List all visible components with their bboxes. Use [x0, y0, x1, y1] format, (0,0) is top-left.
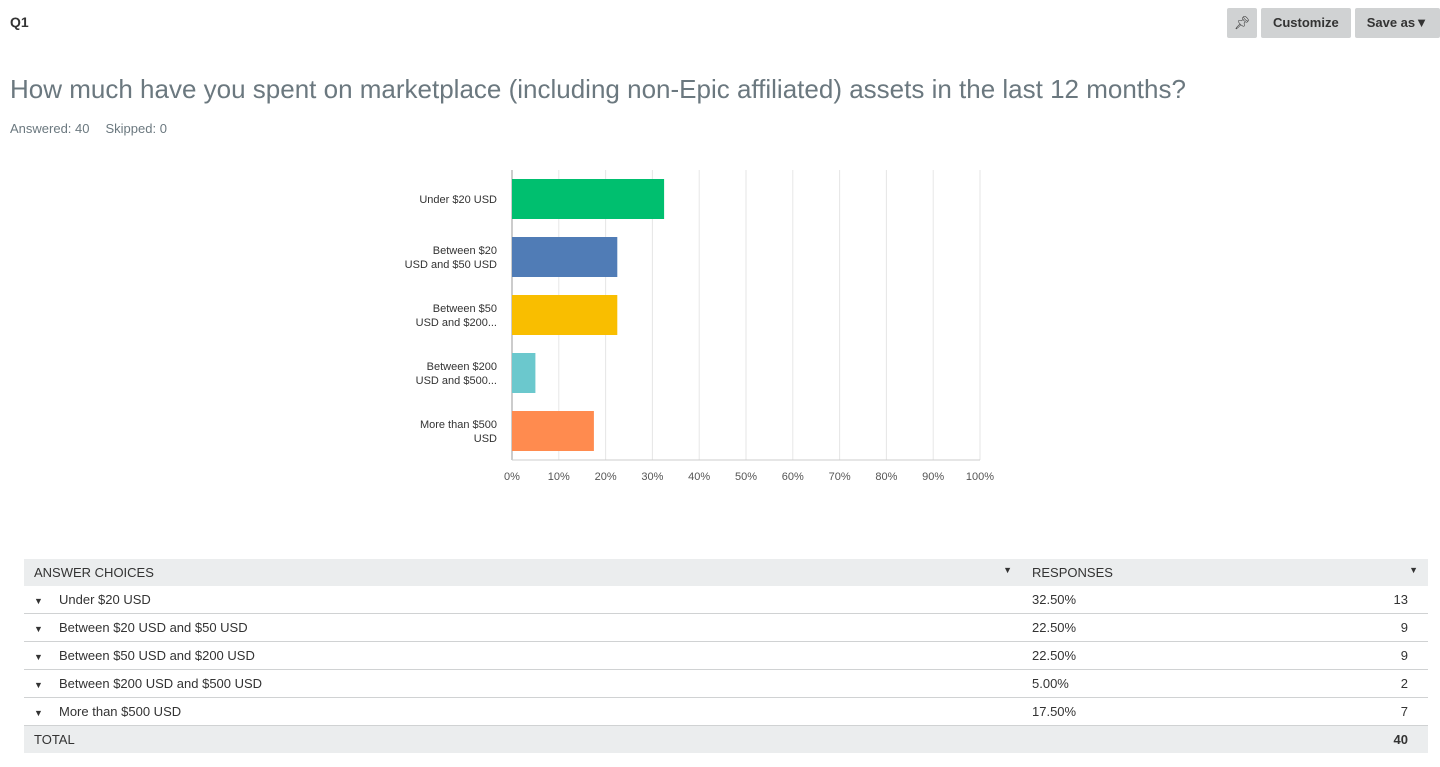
x-tick-label: 100% — [966, 471, 994, 483]
responses-header[interactable]: RESPONSES ▼ — [1022, 559, 1428, 586]
x-tick-label: 70% — [829, 471, 851, 483]
customize-button[interactable]: Customize — [1260, 8, 1351, 38]
response-count: 2 — [1261, 669, 1428, 698]
category-label: More than $500 — [420, 419, 497, 431]
response-stats: Answered: 40 Skipped: 0 — [10, 121, 183, 136]
skipped-count: Skipped: 0 — [105, 121, 167, 136]
expand-arrow-icon[interactable]: ▼ — [34, 680, 43, 690]
response-percent: 5.00% — [1022, 669, 1262, 698]
x-tick-label: 60% — [782, 471, 804, 483]
responses-table: ANSWER CHOICES ▼ RESPONSES ▼ ▼ Under $20 US… — [24, 559, 1428, 753]
answer-choices-header[interactable]: ANSWER CHOICES ▼ — [24, 559, 1022, 586]
answer-choice: ▼ More than $500 USD — [24, 697, 1022, 726]
response-percent: 22.50% — [1022, 641, 1262, 670]
total-count: 40 — [1261, 725, 1428, 753]
response-count: 9 — [1261, 641, 1428, 670]
answer-choice-label: Between $200 USD and $500 USD — [59, 676, 263, 691]
bar — [512, 179, 665, 219]
sort-icon[interactable]: ▼ — [1409, 565, 1418, 575]
answer-choice: ▼ Between $20 USD and $50 USD — [24, 613, 1022, 642]
x-tick-label: 80% — [875, 471, 897, 483]
save-as-button[interactable]: Save as▼ — [1354, 8, 1440, 38]
category-label: Between $200 — [427, 361, 497, 373]
table-row: ▼ Between $20 USD and $50 USD 22.50% 9 — [24, 613, 1428, 642]
x-tick-label: 40% — [688, 471, 710, 483]
response-count: 9 — [1261, 613, 1428, 642]
response-percent: 32.50% — [1022, 586, 1262, 614]
answer-choice-label: More than $500 USD — [59, 704, 182, 719]
category-label: USD and $50 USD — [405, 259, 497, 271]
question-title: How much have you spent on marketplace (… — [10, 74, 1186, 104]
category-label: USD and $200... — [416, 317, 497, 329]
answer-choice-label: Between $20 USD and $50 USD — [59, 620, 248, 635]
answer-choices-label: ANSWER CHOICES — [34, 565, 154, 580]
x-tick-label: 50% — [735, 471, 757, 483]
bar — [512, 295, 618, 335]
x-tick-label: 30% — [641, 471, 663, 483]
table-row: ▼ Under $20 USD 32.50% 13 — [24, 586, 1428, 614]
x-tick-label: 20% — [595, 471, 617, 483]
bar — [512, 353, 536, 393]
category-label: Between $20 — [433, 245, 497, 257]
x-tick-label: 90% — [922, 471, 944, 483]
response-count: 7 — [1261, 697, 1428, 726]
answer-choice-label: Between $50 USD and $200 USD — [59, 648, 255, 663]
answer-choice: ▼ Between $50 USD and $200 USD — [24, 641, 1022, 670]
answer-choice-label: Under $20 USD — [59, 592, 151, 607]
toolbar: 📌︎ Customize Save as▼ — [1226, 8, 1440, 38]
answer-choice: ▼ Between $200 USD and $500 USD — [24, 669, 1022, 698]
answer-choice: ▼ Under $20 USD — [24, 586, 1022, 614]
category-label: USD — [474, 433, 497, 445]
category-label: USD and $500... — [416, 375, 497, 387]
expand-arrow-icon[interactable]: ▼ — [34, 708, 43, 718]
expand-arrow-icon[interactable]: ▼ — [34, 652, 43, 662]
total-row: TOTAL 40 — [24, 725, 1428, 753]
category-label: Between $50 — [433, 303, 497, 315]
response-count: 13 — [1261, 586, 1428, 614]
response-percent: 17.50% — [1022, 697, 1262, 726]
bar — [512, 237, 618, 277]
bar — [512, 411, 594, 451]
x-tick-label: 10% — [548, 471, 570, 483]
bar-chart: 0% 10% 20% 30% 40% 50% 60% 70% 80% 90% 100% Under $… — [405, 170, 994, 483]
expand-arrow-icon[interactable]: ▼ — [34, 624, 43, 634]
pin-button[interactable]: 📌︎ — [1226, 8, 1257, 38]
responses-label: RESPONSES — [1032, 565, 1113, 580]
question-number: Q1 — [10, 14, 29, 30]
answered-count: Answered: 40 — [10, 121, 90, 136]
expand-arrow-icon[interactable]: ▼ — [34, 596, 43, 606]
table-row: ▼ Between $50 USD and $200 USD 22.50% 9 — [24, 641, 1428, 670]
table-row: ▼ More than $500 USD 17.50% 7 — [24, 697, 1428, 726]
sort-icon[interactable]: ▼ — [1003, 565, 1012, 575]
category-label: Under $20 USD — [419, 194, 497, 206]
pin-icon: 📌︎ — [1233, 15, 1251, 30]
x-tick-label: 0% — [504, 471, 520, 483]
response-percent: 22.50% — [1022, 613, 1262, 642]
table-row: ▼ Between $200 USD and $500 USD 5.00% 2 — [24, 669, 1428, 698]
total-label: TOTAL — [24, 725, 1022, 753]
